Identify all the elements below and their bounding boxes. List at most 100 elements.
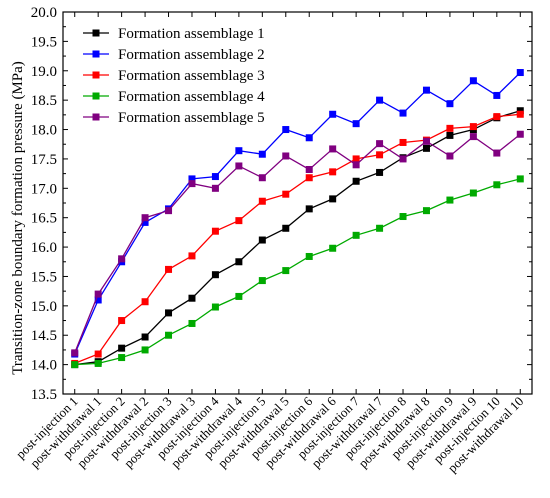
data-point [376, 168, 384, 176]
series-line-1 [74, 110, 521, 366]
y-tick-label: 19.0 [31, 64, 57, 80]
data-point [165, 331, 173, 339]
y-tick-label: 19.5 [31, 34, 57, 50]
y-axis-label: Transition-zone boundary formation press… [10, 61, 26, 375]
data-point [118, 344, 126, 352]
data-point [446, 196, 454, 204]
data-point [352, 155, 360, 163]
data-point [422, 86, 430, 94]
data-point [141, 214, 149, 222]
data-point [188, 319, 196, 327]
y-tick-label: 17.5 [31, 152, 57, 168]
data-point [422, 207, 430, 215]
data-point [352, 231, 360, 239]
data-point [94, 290, 102, 298]
legend-entry: Formation assemblage 5 [118, 110, 265, 126]
data-point [516, 175, 524, 183]
data-point [282, 126, 290, 134]
data-point [118, 317, 126, 325]
data-point [235, 217, 243, 225]
data-point [352, 177, 360, 185]
legend-marker [92, 71, 100, 79]
data-point [516, 69, 524, 77]
data-point [376, 224, 384, 232]
data-point [188, 175, 196, 183]
data-point [469, 77, 477, 85]
y-tick-label: 18.5 [31, 93, 57, 109]
y-tick-label: 14.5 [31, 328, 57, 344]
data-point [141, 333, 149, 341]
data-point [446, 124, 454, 132]
data-point [516, 130, 524, 138]
data-point [235, 162, 243, 170]
data-point [71, 361, 79, 369]
data-point [94, 350, 102, 358]
legend-marker [92, 50, 100, 58]
data-point [446, 152, 454, 160]
data-point [376, 96, 384, 104]
y-tick-label: 17.0 [31, 181, 57, 197]
data-point [376, 151, 384, 159]
data-point [329, 145, 337, 153]
data-point [188, 252, 196, 260]
data-point [282, 190, 290, 198]
data-point [422, 144, 430, 152]
data-point [305, 134, 313, 142]
y-tick-label: 18.0 [31, 123, 57, 139]
data-point [493, 91, 501, 99]
data-point [493, 181, 501, 189]
data-point [258, 197, 266, 205]
legend-marker [92, 113, 100, 121]
data-point [329, 195, 337, 203]
data-point [235, 147, 243, 155]
legend-entry: Formation assemblage 4 [118, 89, 265, 105]
series-line-5 [74, 133, 521, 354]
data-point [188, 294, 196, 302]
data-point [352, 120, 360, 128]
data-point [282, 224, 290, 232]
data-point [258, 236, 266, 244]
series-line-3 [74, 113, 521, 365]
data-point [282, 267, 290, 275]
data-point [211, 271, 219, 279]
data-point [352, 161, 360, 169]
y-tick-label: 15.0 [31, 299, 57, 315]
data-point [235, 292, 243, 300]
data-point [165, 265, 173, 273]
data-point [282, 152, 290, 160]
data-point [399, 155, 407, 163]
data-point [493, 149, 501, 157]
data-point [165, 309, 173, 317]
y-tick-label: 16.0 [31, 240, 57, 256]
y-tick-label: 14.0 [31, 358, 57, 374]
data-point [516, 107, 524, 115]
data-point [493, 113, 501, 121]
data-point [399, 138, 407, 146]
y-tick-label: 16.5 [31, 211, 57, 227]
data-point [422, 137, 430, 145]
series-line-4 [74, 178, 521, 366]
data-point [165, 207, 173, 215]
legend-marker [92, 92, 100, 100]
data-point [211, 227, 219, 235]
data-point [118, 354, 126, 362]
data-point [118, 255, 126, 263]
series-line-2 [74, 72, 521, 355]
data-point [469, 189, 477, 197]
data-point [399, 109, 407, 117]
data-point [211, 303, 219, 311]
data-point [258, 174, 266, 182]
data-point [516, 110, 524, 118]
data-point [469, 123, 477, 131]
y-tick-label: 13.5 [31, 387, 57, 403]
legend-entry: Formation assemblage 3 [118, 68, 265, 84]
data-point [376, 140, 384, 148]
data-point [211, 184, 219, 192]
data-point [94, 296, 102, 304]
data-point [305, 174, 313, 182]
y-tick-label: 15.5 [31, 269, 57, 285]
data-point [446, 131, 454, 139]
